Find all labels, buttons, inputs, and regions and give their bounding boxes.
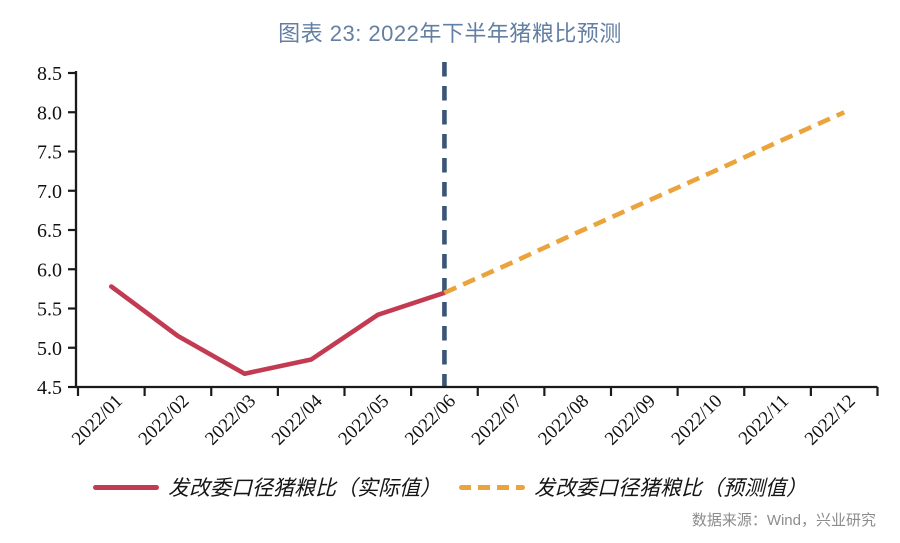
y-axis-label: 5.5 xyxy=(37,299,62,321)
x-axis-label: 2022/03 xyxy=(201,391,260,450)
x-axis-label: 2022/09 xyxy=(601,391,660,450)
y-axis-label: 8.5 xyxy=(37,63,62,85)
y-axis-label: 4.5 xyxy=(37,377,62,399)
x-axis-label: 2022/12 xyxy=(801,391,860,450)
y-axis-label: 5.0 xyxy=(37,338,62,360)
legend-swatch-actual-line-icon xyxy=(93,484,159,490)
chart-title: 图表 23: 2022年下半年猪粮比预测 xyxy=(278,21,622,46)
y-axis-label: 7.5 xyxy=(37,142,62,164)
y-axis-label: 6.0 xyxy=(37,259,62,281)
x-axis-label: 2022/01 xyxy=(68,391,127,450)
x-axis-label: 2022/04 xyxy=(268,390,327,449)
actual-series-line xyxy=(109,284,447,377)
x-axis-label: 2022/10 xyxy=(668,391,727,450)
y-axis-label: 8.0 xyxy=(37,102,62,124)
legend-label-actual: 发改委口径猪粮比（实际值） xyxy=(168,476,441,500)
legend-swatch-forecast-line-icon xyxy=(459,484,525,490)
x-axis-label: 2022/11 xyxy=(735,391,793,449)
x-axis-label: 2022/06 xyxy=(401,391,460,450)
legend-item-actual: 发改委口径猪粮比（实际值） xyxy=(93,472,441,502)
legend: 发改委口径猪粮比（实际值） 发改委口径猪粮比（预测值） xyxy=(0,472,900,502)
x-axis-label: 2022/05 xyxy=(334,391,393,450)
data-source-note: 数据来源：Wind，兴业研究 xyxy=(691,512,876,529)
legend-label-forecast: 发改委口径猪粮比（预测值） xyxy=(534,476,807,500)
x-axis-label: 2022/08 xyxy=(534,391,593,450)
y-axis-label: 6.5 xyxy=(37,220,62,242)
forecast-series-line xyxy=(443,110,846,295)
x-axis-label: 2022/07 xyxy=(468,391,527,450)
y-axis-label: 7.0 xyxy=(37,181,62,203)
x-axis-label: 2022/02 xyxy=(135,391,194,450)
legend-item-forecast: 发改委口径猪粮比（预测值） xyxy=(459,472,807,502)
